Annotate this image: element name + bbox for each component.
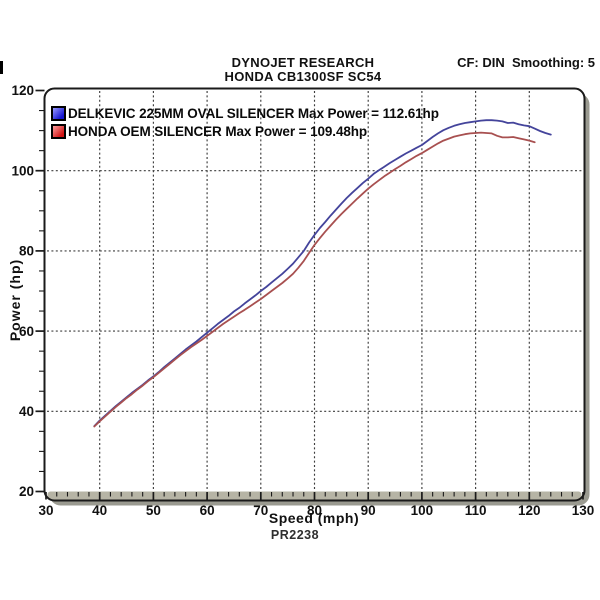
x-tick-label: 90 bbox=[361, 503, 376, 518]
delkevic-series-swatch bbox=[51, 105, 66, 121]
delkevic-legend-label: DELKEVIC 225MM OVAL SILENCER Max Power =… bbox=[68, 105, 439, 121]
y-axis-title: Power (hp) bbox=[7, 258, 23, 342]
x-tick-label: 100 bbox=[411, 503, 434, 518]
legend-item-honda-oem: HONDA OEM SILENCER Max Power = 109.48hp bbox=[51, 122, 439, 140]
x-axis-title: Speed (mph) bbox=[268, 510, 360, 526]
x-tick-label: 40 bbox=[92, 503, 107, 518]
y-tick-label: 80 bbox=[19, 244, 34, 259]
x-tick-label: 50 bbox=[146, 503, 161, 518]
x-tick-label: 80 bbox=[307, 503, 322, 518]
x-tick-label: 120 bbox=[518, 503, 541, 518]
y-tick-label: 120 bbox=[11, 83, 34, 98]
plot-frame bbox=[43, 87, 586, 502]
legend: DELKEVIC 225MM OVAL SILENCER Max Power =… bbox=[51, 104, 439, 140]
vehicle-title: HONDA CB1300SF SC54 bbox=[224, 69, 382, 84]
honda-oem-legend-label: HONDA OEM SILENCER Max Power = 109.48hp bbox=[68, 123, 368, 139]
honda-oem-power-curve bbox=[93, 131, 536, 428]
scan-edge-artifact bbox=[0, 61, 3, 74]
legend-item-delkevic: DELKEVIC 225MM OVAL SILENCER Max Power =… bbox=[51, 104, 439, 122]
y-tick-label: 40 bbox=[19, 404, 34, 419]
run-id: PR2238 bbox=[270, 528, 320, 542]
x-tick-label: 70 bbox=[253, 503, 268, 518]
y-tick-label: 20 bbox=[19, 484, 34, 499]
x-tick-label: 110 bbox=[465, 503, 487, 518]
report-title: DYNOJET RESEARCH bbox=[231, 55, 375, 70]
x-tick-label: 30 bbox=[38, 503, 53, 518]
y-tick-label: 100 bbox=[11, 163, 34, 178]
correction-smoothing-info: CF: DIN Smoothing: 5 bbox=[457, 55, 595, 70]
x-tick-label: 60 bbox=[200, 503, 215, 518]
y-tick-label: 60 bbox=[19, 324, 34, 339]
x-tick-label: 130 bbox=[572, 503, 595, 518]
delkevic-power-curve bbox=[93, 119, 552, 428]
honda-oem-series-swatch bbox=[51, 123, 66, 139]
